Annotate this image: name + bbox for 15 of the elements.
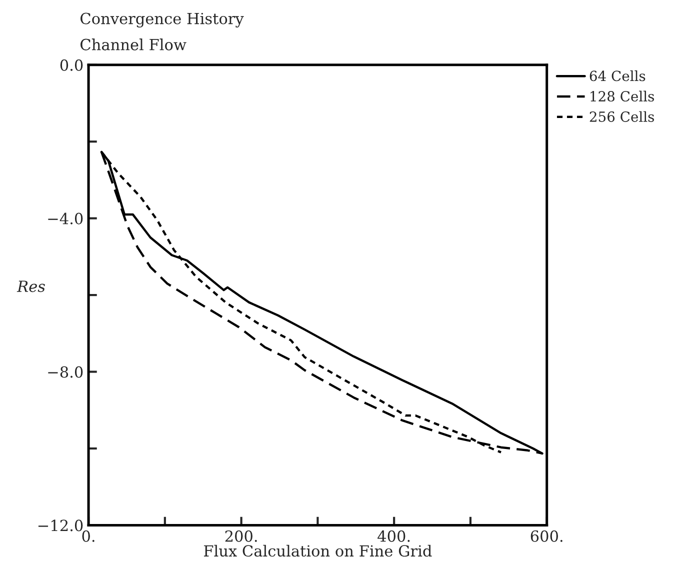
x-tick-label: 200.	[225, 530, 257, 542]
legend-label: 256 Cells	[590, 111, 654, 122]
x-axis-title: Flux Calculation on Fine Grid	[204, 544, 432, 557]
x-tick-label: 600.	[530, 530, 562, 542]
chart-title: Convergence History	[80, 12, 244, 28]
y-tick-label: −4.0	[48, 212, 83, 224]
y-tick-label: 0.0	[60, 59, 83, 71]
legend-label: 128 Cells	[590, 90, 654, 102]
x-tick-label: 0.	[82, 530, 94, 542]
x-tick-label: 400.	[378, 530, 410, 542]
y-tick-label: −8.0	[48, 366, 83, 378]
y-tick-label: −12.0	[38, 520, 83, 532]
y-axis-title: Res	[16, 280, 45, 292]
chart-subtitle: Channel Flow	[80, 38, 186, 50]
legend-label: 64 Cells	[590, 70, 646, 82]
